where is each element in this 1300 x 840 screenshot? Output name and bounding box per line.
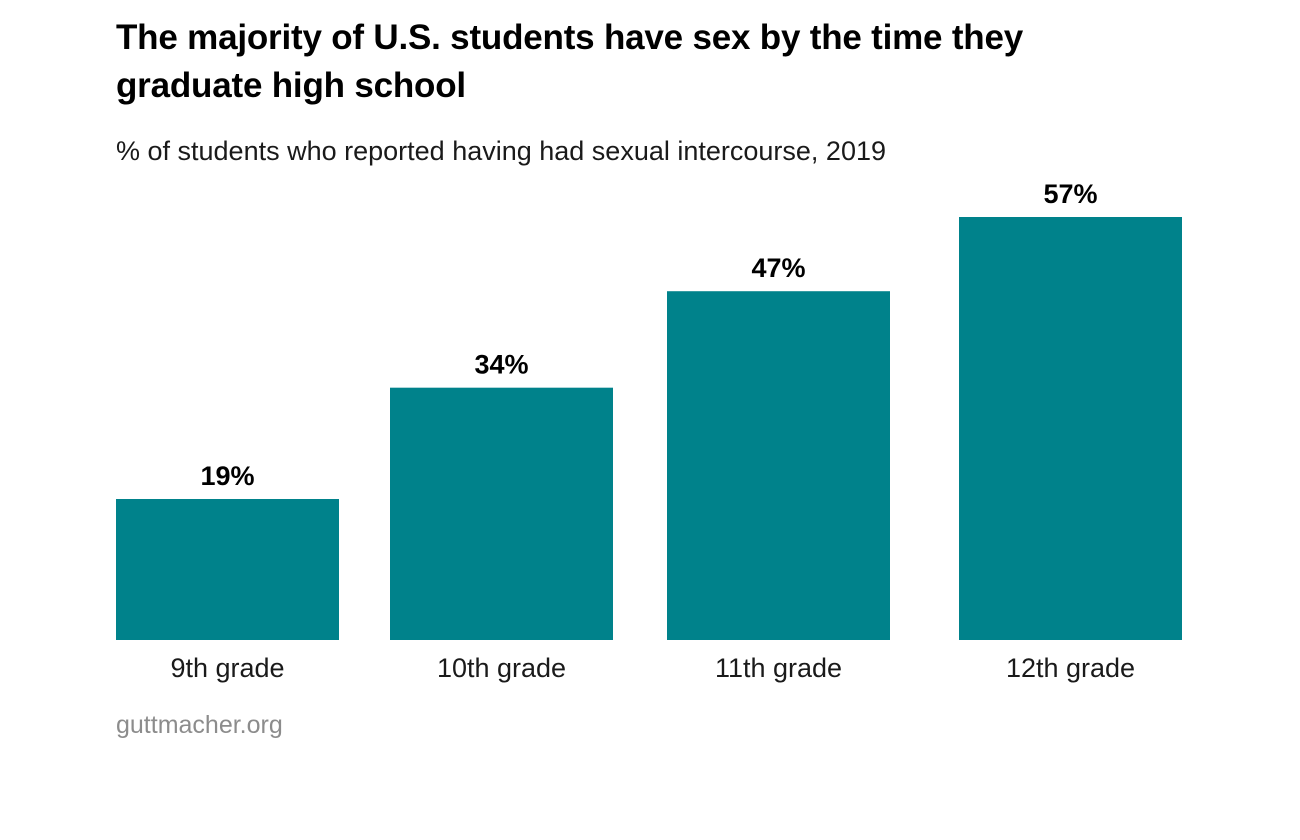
value-label-1: 19% (200, 461, 254, 491)
bar-1 (116, 499, 339, 640)
category-label-1: 9th grade (170, 653, 284, 683)
source-credit: guttmacher.org (116, 711, 283, 739)
bar-3 (667, 291, 890, 640)
value-label-2: 34% (474, 350, 528, 380)
category-label-3: 11th grade (715, 653, 842, 683)
chart-subtitle: % of students who reported having had se… (116, 136, 886, 166)
category-label-2: 10th grade (437, 653, 566, 683)
chart-title: The majority of U.S. students have sex b… (116, 18, 1024, 105)
category-label-4: 12th grade (1006, 653, 1135, 683)
bar-4 (959, 217, 1182, 640)
value-label-4: 57% (1043, 179, 1097, 209)
value-label-3: 47% (751, 253, 805, 283)
bar-2 (390, 387, 613, 640)
